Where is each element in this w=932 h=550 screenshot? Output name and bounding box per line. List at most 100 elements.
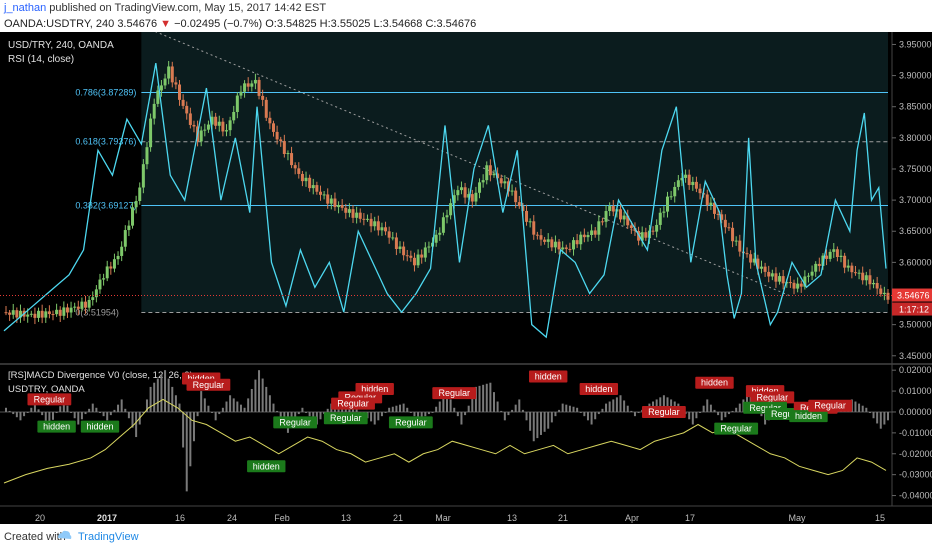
- candle-body: [181, 99, 185, 106]
- candle-body: [149, 118, 153, 148]
- candle-body: [720, 214, 724, 220]
- divergence-label-box: [695, 376, 734, 389]
- candle-body: [778, 276, 782, 282]
- macd-histogram-bar: [66, 405, 69, 412]
- candle-body: [658, 212, 662, 225]
- candle-body: [459, 187, 463, 191]
- macd-histogram-bar: [301, 407, 304, 412]
- macd-histogram-bar: [265, 386, 268, 412]
- candle-body: [358, 212, 362, 219]
- candle-body: [47, 311, 51, 315]
- candle-body: [604, 211, 608, 222]
- candle-body: [178, 84, 182, 100]
- chart-canvas[interactable]: 1(3.98909)0.786(3.87289)0.618(3.79376)0.…: [0, 15, 932, 524]
- candle-body: [373, 221, 377, 227]
- candle-body: [69, 307, 73, 313]
- candle-body: [814, 263, 818, 272]
- chart-area[interactable]: 1(3.98909)0.786(3.87289)0.618(3.79376)0.…: [0, 15, 932, 524]
- candle-body: [333, 198, 337, 208]
- macd-histogram-bar: [511, 409, 514, 412]
- macd-histogram-bar: [142, 411, 145, 413]
- divergence-label: Regular: [337, 399, 369, 409]
- macd-histogram-bar: [474, 386, 477, 412]
- candle-body: [232, 111, 236, 121]
- candle-body: [745, 253, 749, 255]
- macd-histogram-bar: [48, 411, 51, 427]
- macd-histogram-bar: [70, 411, 73, 413]
- author-link[interactable]: j_nathan: [4, 2, 47, 14]
- macd-histogram-bar: [15, 411, 18, 418]
- macd-histogram-bar: [518, 399, 521, 412]
- macd-histogram-bar: [503, 411, 506, 421]
- macd-histogram-bar: [868, 411, 871, 414]
- macd-histogram-bar: [514, 404, 517, 412]
- candle-body: [405, 255, 409, 257]
- macd-histogram-bar: [225, 401, 228, 412]
- x-tick-label: 13: [341, 513, 351, 523]
- macd-histogram-bar: [106, 411, 109, 421]
- macd-histogram-bar: [442, 396, 445, 412]
- x-tick-label: 15: [875, 513, 885, 523]
- divergence-label: Regular: [720, 424, 752, 434]
- macd-histogram-bar: [185, 411, 188, 492]
- candle-body: [416, 254, 420, 266]
- candle-body: [882, 292, 886, 295]
- macd-histogram-bar: [435, 406, 438, 412]
- candle-body: [579, 234, 583, 245]
- candle-body: [470, 194, 474, 202]
- macd-histogram-bar: [380, 411, 383, 417]
- x-tick-label: 2017: [97, 513, 117, 523]
- candle-body: [488, 165, 492, 176]
- macd-histogram-bar: [272, 403, 275, 412]
- main-pane-title: USD/TRY, 240, OANDA: [8, 40, 114, 51]
- macd-histogram-bar: [203, 398, 206, 412]
- macd-histogram-bar: [615, 397, 618, 412]
- macd-histogram-bar: [254, 379, 257, 412]
- divergence-label-box: [37, 420, 76, 433]
- candle-body: [365, 218, 369, 220]
- down-arrow-icon: ▼: [160, 18, 172, 30]
- candle-body: [597, 221, 601, 235]
- macd-histogram-bar: [297, 411, 300, 415]
- divergence-label: Regular: [814, 401, 846, 411]
- macd-histogram-bar: [731, 410, 734, 412]
- rsi-legend: RSI (14, close): [8, 54, 74, 65]
- candle-body: [864, 275, 868, 281]
- candle-body: [651, 230, 655, 232]
- macd-histogram-bar: [460, 411, 463, 425]
- candle-body: [796, 283, 800, 289]
- y-tick-label: 3.70000: [899, 195, 932, 205]
- tradingview-brand[interactable]: TradingView: [78, 531, 139, 543]
- candle-body: [821, 255, 825, 266]
- candle-body: [290, 153, 294, 166]
- macd-histogram-bar: [576, 407, 579, 412]
- fib-level-label: 0(3.51954): [75, 307, 119, 317]
- divergence-label: hidden: [585, 384, 612, 394]
- candle-body: [626, 215, 630, 226]
- y-tick-label: -0.03000: [899, 470, 932, 480]
- macd-histogram-bar: [247, 398, 250, 412]
- macd-histogram-bar: [861, 405, 864, 412]
- candle-body: [225, 130, 228, 132]
- candle-body: [441, 217, 445, 233]
- candle-body: [662, 211, 666, 213]
- candle-body: [167, 66, 171, 79]
- candle-body: [553, 241, 557, 248]
- macd-histogram-bar: [276, 410, 279, 412]
- candle-body: [611, 206, 615, 212]
- macd-histogram-bar: [699, 411, 702, 413]
- candle-body: [825, 255, 829, 259]
- divergence-label: Regular: [279, 417, 311, 427]
- candle-body: [412, 257, 416, 266]
- macd-histogram-bar: [8, 410, 11, 412]
- macd-histogram-bar: [196, 411, 199, 417]
- candle-body: [102, 278, 106, 280]
- symbol-line: OANDA:USDTRY, 240 3.54676 ▼ −0.02495 (−0…: [4, 18, 476, 30]
- macd-histogram-bar: [5, 407, 7, 412]
- candle-body: [188, 113, 192, 125]
- candle-body: [767, 271, 771, 277]
- macd-histogram-bar: [865, 407, 868, 412]
- macd-histogram-bar: [485, 383, 488, 412]
- macd-histogram-bar: [258, 370, 261, 412]
- candle-body: [832, 249, 836, 252]
